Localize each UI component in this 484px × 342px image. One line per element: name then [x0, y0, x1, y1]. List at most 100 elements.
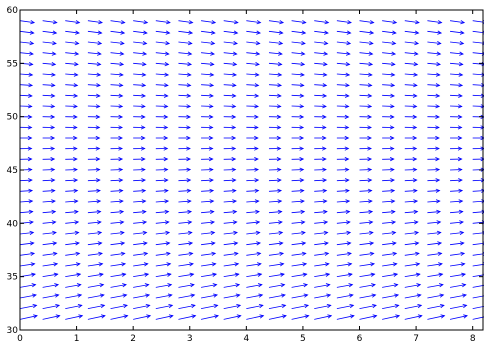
- direction-arrow: [201, 83, 215, 88]
- direction-arrow: [427, 241, 443, 246]
- direction-arrow: [268, 114, 282, 119]
- direction-arrow: [178, 41, 193, 46]
- direction-arrow: [472, 209, 484, 214]
- direction-arrow: [314, 251, 330, 256]
- direction-arrow: [268, 167, 282, 172]
- arrow-field: [19, 20, 484, 320]
- direction-arrow: [178, 104, 192, 109]
- direction-arrow: [178, 251, 194, 256]
- direction-arrow: [155, 157, 169, 162]
- direction-arrow: [404, 104, 418, 109]
- y-axis: 30 35 40 45 50 55 60: [7, 6, 483, 336]
- direction-arrow: [268, 293, 286, 299]
- direction-arrow: [382, 314, 401, 320]
- direction-arrow: [87, 72, 102, 77]
- direction-arrow: [427, 199, 441, 204]
- direction-arrow: [246, 20, 262, 25]
- direction-arrow: [427, 272, 444, 278]
- direction-arrow: [404, 72, 419, 77]
- direction-arrow: [359, 314, 378, 320]
- direction-arrow: [427, 157, 440, 162]
- direction-arrow: [246, 83, 260, 88]
- direction-arrow: [178, 62, 193, 67]
- direction-arrow: [427, 51, 442, 56]
- direction-arrow: [246, 283, 263, 288]
- direction-arrow: [65, 220, 80, 225]
- direction-arrow: [155, 114, 169, 119]
- direction-arrow: [246, 303, 264, 310]
- direction-arrow: [155, 41, 171, 46]
- direction-arrow: [223, 209, 238, 214]
- direction-arrow: [404, 293, 422, 299]
- direction-arrow: [336, 303, 355, 310]
- direction-arrow: [155, 93, 169, 98]
- direction-arrow: [19, 20, 36, 25]
- direction-arrow: [42, 125, 56, 130]
- direction-arrow: [382, 262, 398, 267]
- direction-arrow: [472, 51, 484, 56]
- direction-arrow: [178, 262, 194, 267]
- direction-arrow: [42, 209, 57, 214]
- direction-arrow: [449, 283, 467, 288]
- direction-arrow: [382, 283, 399, 288]
- direction-arrow: [178, 199, 192, 204]
- direction-arrow: [382, 51, 397, 56]
- direction-arrow: [110, 83, 124, 88]
- direction-arrow: [201, 72, 215, 77]
- direction-arrow: [65, 293, 83, 299]
- direction-arrow: [359, 62, 374, 67]
- direction-arrow: [110, 30, 126, 35]
- direction-arrow: [246, 199, 260, 204]
- direction-arrow: [268, 199, 283, 204]
- direction-arrow: [268, 303, 287, 310]
- direction-arrow: [42, 20, 58, 25]
- direction-arrow: [42, 114, 56, 119]
- direction-arrow: [246, 30, 261, 35]
- direction-arrow: [65, 241, 80, 246]
- direction-arrow: [450, 93, 463, 98]
- direction-arrow: [201, 272, 218, 278]
- direction-arrow: [201, 251, 217, 256]
- direction-arrow: [223, 241, 239, 246]
- direction-arrow: [133, 135, 146, 141]
- direction-arrow: [291, 93, 305, 98]
- direction-arrow: [19, 241, 35, 246]
- direction-arrow: [87, 283, 105, 288]
- direction-arrow: [427, 62, 441, 67]
- direction-arrow: [450, 104, 463, 109]
- direction-arrow: [110, 72, 124, 77]
- direction-arrow: [65, 114, 78, 119]
- direction-arrow: [110, 199, 124, 204]
- direction-arrow: [87, 167, 101, 172]
- direction-arrow: [336, 230, 352, 235]
- direction-arrow: [336, 146, 350, 151]
- direction-arrow: [314, 146, 327, 151]
- direction-arrow: [20, 135, 33, 141]
- direction-arrow: [427, 146, 440, 151]
- direction-arrow: [133, 41, 148, 46]
- direction-arrow: [314, 199, 328, 204]
- direction-arrow: [178, 272, 195, 278]
- direction-arrow: [223, 188, 237, 193]
- direction-arrow: [314, 188, 328, 193]
- direction-arrow: [110, 93, 124, 98]
- direction-arrow: [427, 220, 442, 225]
- direction-arrow: [404, 93, 418, 98]
- direction-arrow: [336, 199, 351, 204]
- direction-arrow: [223, 272, 240, 278]
- direction-arrow: [133, 241, 148, 246]
- direction-arrow: [110, 146, 124, 151]
- direction-arrow: [268, 314, 287, 320]
- direction-arrow: [450, 209, 464, 214]
- direction-arrow: [133, 125, 146, 130]
- direction-arrow: [382, 72, 396, 77]
- direction-arrow: [19, 125, 33, 130]
- direction-arrow: [382, 220, 397, 225]
- direction-arrow: [223, 51, 238, 56]
- direction-arrow: [19, 188, 34, 193]
- direction-arrow: [427, 83, 441, 88]
- direction-arrow: [65, 178, 79, 183]
- direction-arrow: [359, 251, 375, 256]
- direction-arrow: [268, 62, 283, 67]
- direction-arrow: [359, 283, 376, 288]
